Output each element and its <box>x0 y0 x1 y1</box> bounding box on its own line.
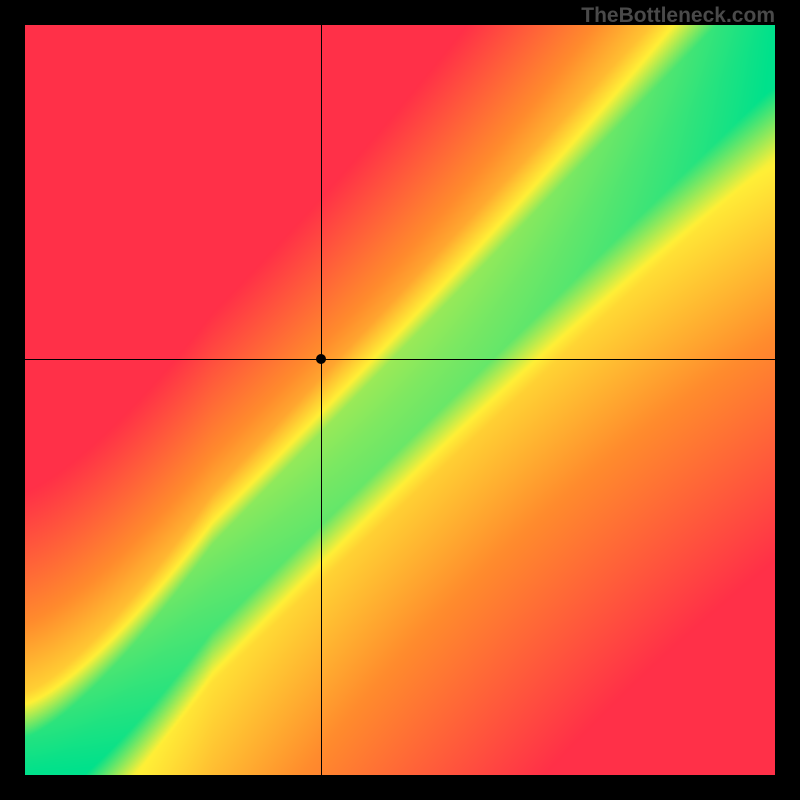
crosshair-vertical <box>321 25 322 775</box>
heatmap-canvas <box>25 25 775 775</box>
crosshair-horizontal <box>25 359 775 360</box>
chart-container: TheBottleneck.com <box>0 0 800 800</box>
plot-area <box>25 25 775 775</box>
crosshair-marker <box>316 354 326 364</box>
watermark-label: TheBottleneck.com <box>581 4 775 28</box>
